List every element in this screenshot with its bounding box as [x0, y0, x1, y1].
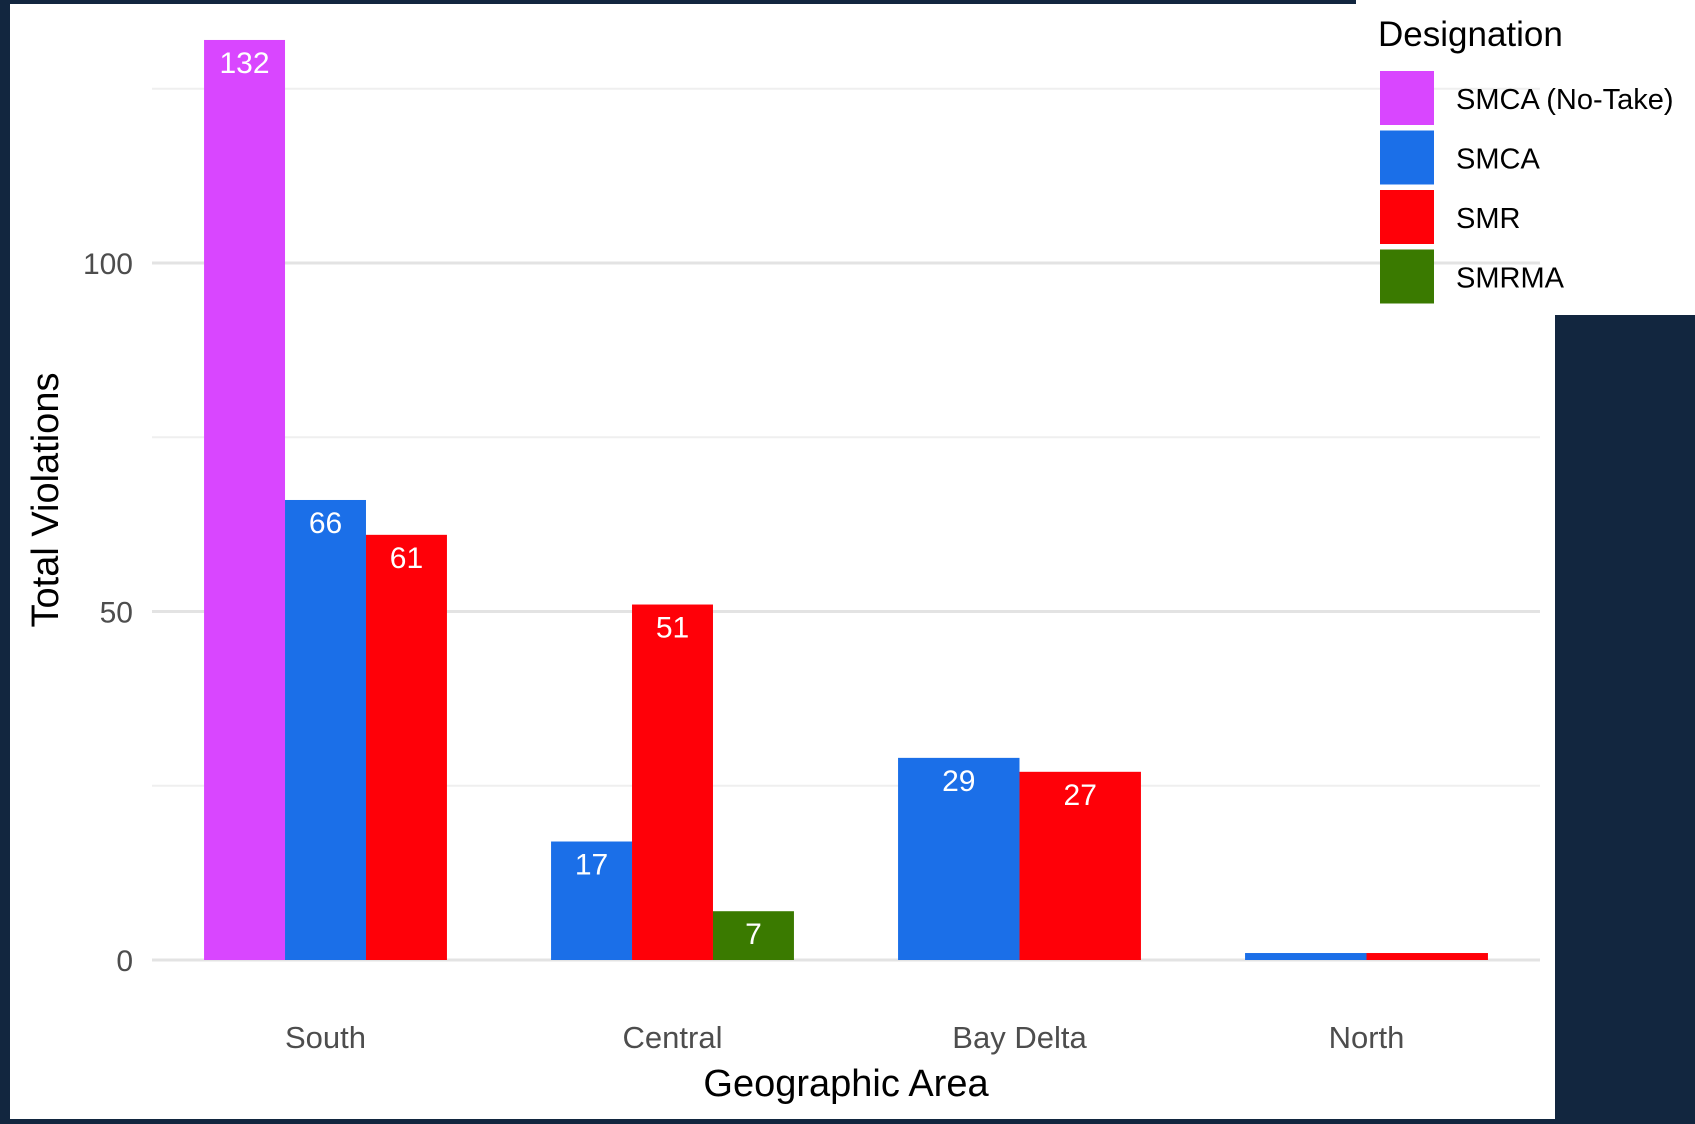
- bar-bay-delta-smca: [898, 757, 1020, 960]
- data-label-south-smr: 61: [390, 542, 423, 575]
- legend-swatch-smca: [1380, 130, 1434, 185]
- bar-central-smca: [551, 841, 633, 960]
- legend-swatch-smr: [1380, 190, 1434, 244]
- bar-central-smrma: [712, 911, 794, 960]
- legend-label-smrma: SMRMA: [1456, 263, 1565, 295]
- x-tick-label-north: North: [1329, 1020, 1405, 1055]
- x-tick-label-bay-delta: Bay Delta: [952, 1020, 1087, 1055]
- x-tick-labels: South Central Bay Delta North: [285, 1020, 1404, 1055]
- data-label-central-smr: 51: [656, 612, 689, 645]
- legend: Designation SMCA (No-Take) SMCA SMR SMRMA: [1378, 15, 1674, 304]
- x-tick-label-central: Central: [623, 1020, 723, 1055]
- legend-swatch-smca-no-take: [1380, 71, 1434, 125]
- bar-north-smca: [1245, 953, 1367, 960]
- data-label-central-smrma: 7: [745, 918, 762, 951]
- data-labels: 132 66 61 17 51 7 29 27 1 1: [220, 47, 1436, 993]
- data-label-central-smca: 17: [575, 849, 608, 882]
- data-label-north-smca: 1: [1297, 960, 1314, 993]
- bars: [204, 39, 1488, 960]
- bar-south-smca: [285, 499, 366, 960]
- y-tick-label: 100: [83, 248, 133, 281]
- y-tick-label: 0: [116, 945, 133, 978]
- legend-label-smca-no-take: SMCA (No-Take): [1456, 84, 1674, 116]
- legend-label-smca: SMCA: [1456, 144, 1540, 176]
- y-tick-label: 50: [100, 597, 133, 630]
- dark-backdrop-panel: [1555, 315, 1695, 1119]
- x-tick-label-south: South: [285, 1020, 366, 1055]
- data-label-south-smca: 66: [309, 507, 342, 540]
- data-label-bay-delta-smca: 29: [942, 765, 975, 798]
- legend-swatch-smrma: [1380, 249, 1434, 304]
- legend-title: Designation: [1378, 15, 1563, 54]
- y-axis-label: Total Violations: [25, 373, 67, 628]
- legend-label-smr: SMR: [1456, 203, 1520, 235]
- bar-south-smca-no-take: [204, 39, 286, 960]
- data-label-bay-delta-smr: 27: [1064, 779, 1097, 812]
- legend-items: SMCA (No-Take) SMCA SMR SMRMA: [1380, 71, 1674, 304]
- y-tick-labels: 0 50 100: [83, 248, 133, 978]
- data-label-north-smr: 1: [1419, 960, 1436, 993]
- bar-south-smr: [365, 534, 447, 960]
- bar-central-smr: [632, 604, 713, 960]
- bar-bay-delta-smr: [1019, 771, 1141, 960]
- x-axis-label: Geographic Area: [703, 1063, 989, 1105]
- bar-north-smr: [1366, 953, 1488, 960]
- data-label-south-smca-no-take: 132: [220, 47, 270, 80]
